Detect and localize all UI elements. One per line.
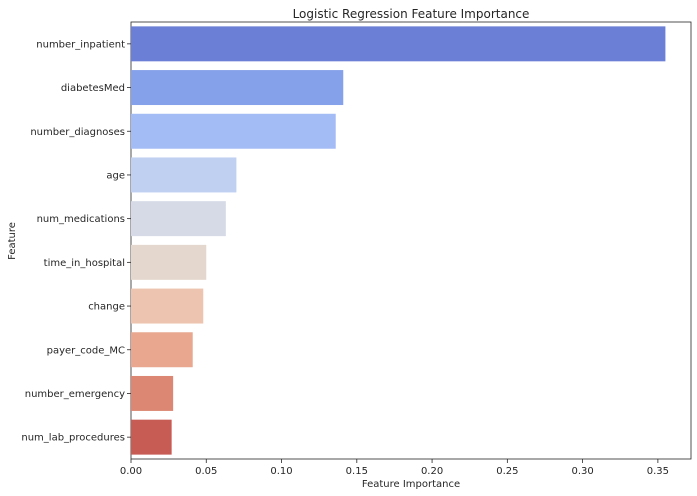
y-tick-label: num_lab_procedures [21,433,125,444]
bar-time-in-hospital [131,244,207,280]
y-tick-label: num_medications [37,214,125,225]
x-tick-label: 0.20 [421,466,443,477]
x-tick-label: 0.00 [120,466,142,477]
x-tick-label: 0.25 [496,466,518,477]
bar-change [131,288,204,324]
x-tick-label: 0.35 [647,466,669,477]
y-tick-label: age [106,170,125,181]
y-axis-ticks: number_inpatient diabetesMed number_diagno… [21,39,131,444]
bar-age [131,157,237,193]
y-tick-label: number_diagnoses [30,127,125,138]
x-tick-label: 0.05 [195,466,217,477]
bar-number-emergency [131,375,174,411]
x-tick-label: 0.15 [346,466,368,477]
x-tick-label: 0.10 [270,466,292,477]
x-axis-ticks: 0.00 0.05 0.10 0.15 0.20 0.25 0.30 0.35 [120,459,669,477]
y-tick-label: number_emergency [25,389,125,400]
y-tick-label: time_in_hospital [44,258,125,269]
bar-number-inpatient [131,26,666,62]
bars-group [131,26,666,455]
x-tick-label: 0.30 [571,466,593,477]
bar-num-medications [131,201,226,237]
plot-area [130,21,692,460]
y-axis-label: Feature [7,222,18,260]
bar-diabetesmed [131,70,344,106]
chart-title: Logistic Regression Feature Importance [293,7,530,21]
bar-payer-code-mc [131,332,193,368]
bar-number-diagnoses [131,113,336,149]
plot-frame [130,21,692,460]
y-tick-label: change [88,302,125,313]
y-tick-label: number_inpatient [36,39,125,50]
x-axis-label: Feature Importance [362,479,460,490]
y-tick-label: payer_code_MC [47,345,125,356]
bar-num-lab-procedures [131,419,172,455]
y-tick-label: diabetesMed [61,83,125,94]
